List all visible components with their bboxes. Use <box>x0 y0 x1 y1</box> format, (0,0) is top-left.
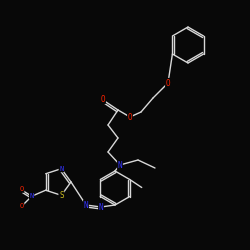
Text: O: O <box>166 78 170 88</box>
Text: O: O <box>128 112 132 122</box>
Text: O: O <box>20 186 24 192</box>
Text: N: N <box>99 202 103 211</box>
Text: O: O <box>20 203 24 209</box>
Text: N: N <box>30 193 34 199</box>
Text: O: O <box>101 94 105 104</box>
Text: S: S <box>59 191 64 200</box>
Text: N: N <box>118 160 122 170</box>
Text: N: N <box>59 166 64 172</box>
Text: N: N <box>84 200 88 209</box>
